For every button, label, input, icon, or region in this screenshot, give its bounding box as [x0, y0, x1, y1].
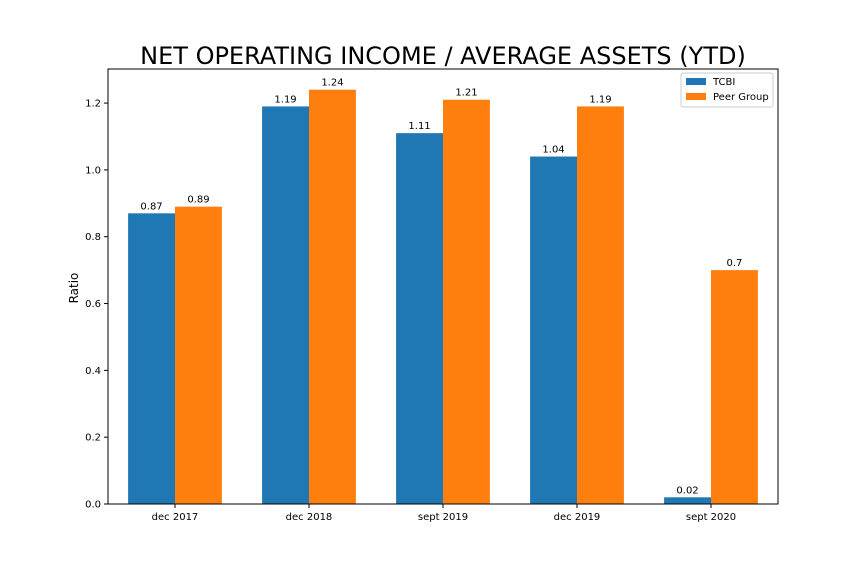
y-tick-label: 0.8: [85, 232, 101, 243]
bar-tcbi: [262, 106, 309, 505]
chart-title: NET OPERATING INCOME / AVERAGE ASSETS (Y…: [140, 42, 746, 70]
x-tick-label: sept 2020: [686, 512, 736, 523]
plot-area: 0.87 1.19 1.11 1.04 0.02 0.89 1.24 1.21 1.19 0.7 0…: [85, 68, 779, 523]
data-label: 0.02: [676, 485, 698, 496]
bar-peer-group: [309, 89, 356, 505]
legend-swatch: [686, 93, 706, 100]
legend-label: Peer Group: [713, 92, 769, 103]
bar-tcbi: [128, 213, 175, 504]
data-label: 0.87: [140, 201, 162, 212]
bar-peer-group: [443, 99, 490, 505]
data-label: 1.21: [455, 88, 477, 99]
bar-tcbi: [396, 133, 443, 504]
y-axis-label: Ratio: [67, 273, 81, 304]
y-tick-label: 1.2: [85, 99, 101, 110]
legend: TCBI Peer Group: [680, 72, 774, 108]
legend-label: TCBI: [712, 77, 735, 88]
data-label: 1.19: [589, 94, 611, 105]
y-tick-label: 0.2: [85, 433, 101, 444]
data-label: 0.7: [726, 258, 742, 269]
bar-peer-group: [577, 106, 624, 505]
bar-tcbi: [664, 497, 711, 504]
x-tick-label: dec 2018: [286, 512, 333, 523]
x-tick-label: sept 2019: [418, 512, 468, 523]
bar-peer-group: [711, 270, 758, 504]
legend-swatch: [686, 78, 706, 85]
x-tick-label: dec 2019: [554, 512, 601, 523]
x-tick-label: dec 2017: [152, 512, 199, 523]
y-tick-label: 1.0: [85, 165, 101, 176]
y-tick-label: 0.4: [85, 366, 101, 377]
y-tick-label: 0.0: [85, 500, 101, 511]
data-label: 1.24: [321, 78, 343, 89]
bar-tcbi: [530, 156, 577, 504]
bar-peer-group: [175, 206, 222, 504]
axes-frame: [107, 68, 779, 505]
y-tick-label: 0.6: [85, 299, 101, 310]
data-label: 0.89: [187, 195, 209, 206]
data-label: 1.11: [408, 121, 430, 132]
data-label: 1.04: [542, 145, 564, 156]
data-label: 1.19: [274, 94, 296, 105]
